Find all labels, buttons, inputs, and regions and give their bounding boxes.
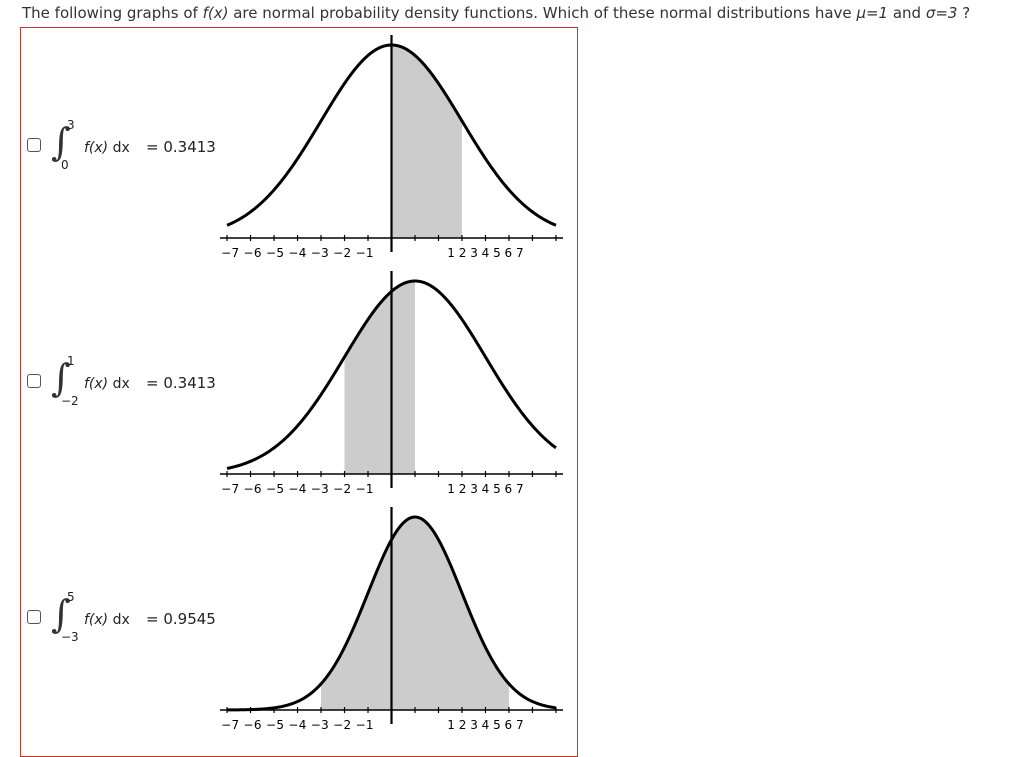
integral-result: = 0.3413 [146,138,216,156]
integral-sign-icon: ∫ [51,120,71,164]
x-tick-labels-negative: −7 −6 −5 −4 −3 −2 −1 [221,718,374,732]
integral-result: = 0.9545 [146,610,216,628]
shaded-area [391,45,462,238]
shaded-area [344,281,415,474]
lower-limit: −2 [61,394,79,408]
option-2-checkbox[interactable] [27,374,41,388]
integrand: f(x) dx [84,376,130,392]
fx-symbol: f(x) [202,4,229,22]
lower-limit: 0 [61,158,69,172]
option-2-integral: ∫ 1 −2 f(x) dx = 0.3413 [51,354,241,416]
option-1[interactable]: ∫ 3 0 f(x) dx = 0.3413 −7 −6 −5 −4 −3 −2… [21,28,581,263]
option-3-graph: −7 −6 −5 −4 −3 −2 −1 1 2 3 4 5 6 7 [220,507,563,732]
x-tick-labels-positive: 1 2 3 4 5 6 7 [447,482,523,496]
lower-limit: −3 [61,630,79,644]
upper-limit: 5 [67,590,75,604]
x-tick-labels-positive: 1 2 3 4 5 6 7 [447,718,523,732]
option-3-integral: ∫ 5 −3 f(x) dx = 0.9545 [51,590,241,652]
question-text: The following graphs of f(x) are normal … [22,4,971,22]
sigma-value: σ=3 [925,4,958,22]
upper-limit: 3 [67,118,75,132]
option-2-graph: −7 −6 −5 −4 −3 −2 −1 1 2 3 4 5 6 7 [220,271,563,496]
option-1-integral: ∫ 3 0 f(x) dx = 0.3413 [51,118,241,180]
option-3-checkbox[interactable] [27,610,41,624]
integral-sign-icon: ∫ [51,356,71,400]
x-tick-labels-negative: −7 −6 −5 −4 −3 −2 −1 [221,482,374,496]
x-tick-labels-negative: −7 −6 −5 −4 −3 −2 −1 [221,246,374,260]
shaded-area [321,517,509,710]
integral-sign-icon: ∫ [51,592,71,636]
option-3[interactable]: ∫ 5 −3 f(x) dx = 0.9545 −7 −6 −5 −4 −3 −… [21,500,581,735]
x-tick-labels-positive: 1 2 3 4 5 6 7 [447,246,523,260]
integrand: f(x) dx [84,140,130,156]
options-frame: ∫ 3 0 f(x) dx = 0.3413 −7 −6 −5 −4 −3 −2… [20,27,578,757]
option-2[interactable]: ∫ 1 −2 f(x) dx = 0.3413 −7 −6 −5 −4 −3 −… [21,264,581,499]
mu-value: μ=1 [856,4,889,22]
upper-limit: 1 [67,354,75,368]
integrand: f(x) dx [84,612,130,628]
integral-result: = 0.3413 [146,374,216,392]
option-1-graph: −7 −6 −5 −4 −3 −2 −1 1 2 3 4 5 6 7 [220,35,563,260]
option-1-checkbox[interactable] [27,138,41,152]
